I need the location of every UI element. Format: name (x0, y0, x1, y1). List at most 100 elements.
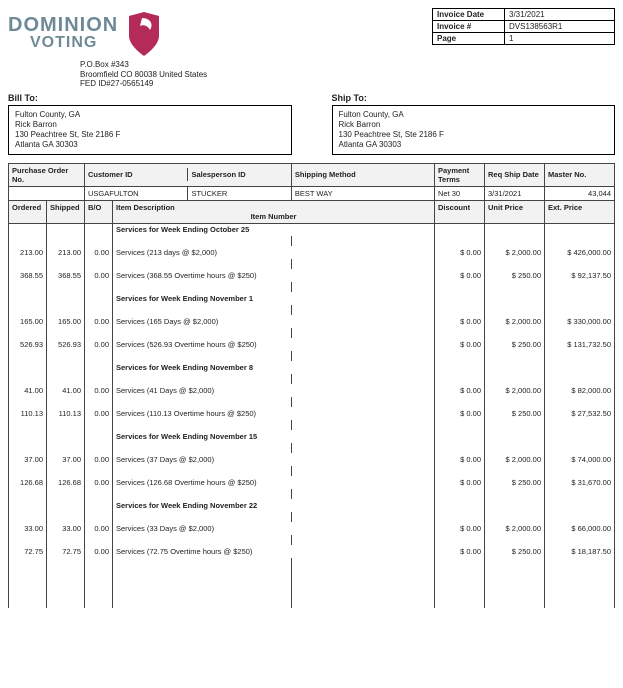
cell (291, 466, 434, 476)
cell-ext: $ 82,000.00 (545, 384, 615, 397)
cell (485, 282, 545, 292)
cell (113, 328, 292, 338)
line-item-row: 41.0041.000.00Services (41 Days @ $2,000… (9, 384, 615, 397)
cell (113, 282, 292, 292)
cell (113, 558, 292, 568)
cell-bo: 0.00 (85, 453, 113, 466)
cell (545, 558, 615, 568)
cell (435, 430, 485, 443)
cell (47, 223, 85, 236)
cell-ordered: 526.93 (9, 338, 47, 351)
cell (545, 443, 615, 453)
cell-ext: $ 31,670.00 (545, 476, 615, 489)
cell (435, 374, 485, 384)
cell (435, 466, 485, 476)
cell-ordered: 41.00 (9, 384, 47, 397)
cell (485, 466, 545, 476)
cell (435, 351, 485, 361)
cell (85, 351, 113, 361)
cell (485, 598, 545, 608)
cell (291, 374, 434, 384)
cell (545, 420, 615, 430)
cell (545, 282, 615, 292)
cell-discount: $ 0.00 (435, 315, 485, 328)
cell (85, 598, 113, 608)
cell (47, 328, 85, 338)
cell (485, 305, 545, 315)
invmeta-l1: Invoice # (433, 21, 505, 33)
company-address: P.O.Box #343 Broomfield CO 80038 United … (80, 60, 207, 89)
cell (435, 305, 485, 315)
cell (113, 351, 292, 361)
po-line2: Broomfield CO 80038 United States (80, 70, 207, 80)
cell (47, 374, 85, 384)
cell (85, 420, 113, 430)
cell (291, 512, 434, 522)
header: DOMINION VOTING P.O.Box #343 Broomfield … (8, 8, 615, 89)
cell-shipped: 213.00 (47, 246, 85, 259)
invmeta-v1: DVS138563R1 (505, 21, 615, 33)
cell-bo: 0.00 (85, 246, 113, 259)
bill-to-heading: Bill To: (8, 93, 292, 103)
cell-ordered: 165.00 (9, 315, 47, 328)
cell (435, 328, 485, 338)
cell (85, 568, 113, 578)
cell (47, 351, 85, 361)
cell-ordered: 368.55 (9, 269, 47, 282)
cell-bo: 0.00 (85, 384, 113, 397)
section-header-row: Services for Week Ending November 15 (9, 430, 615, 443)
cell-desc: Services (213 days @ $2,000) (113, 246, 435, 259)
invmeta-v2: 1 (505, 33, 615, 45)
hdr-row2: Ordered Shipped B/O Item Description Ite… (9, 200, 615, 223)
cell (9, 489, 47, 499)
cell-discount: $ 0.00 (435, 384, 485, 397)
cell (47, 397, 85, 407)
cell (485, 588, 545, 598)
cell (9, 512, 47, 522)
cell (485, 397, 545, 407)
cell (435, 578, 485, 588)
cell (9, 374, 47, 384)
cell-desc: Services (37 Days @ $2,000) (113, 453, 435, 466)
cell-ext: $ 330,000.00 (545, 315, 615, 328)
line-item-row: 213.00213.000.00Services (213 days @ $2,… (9, 246, 615, 259)
cell (435, 259, 485, 269)
cell (47, 598, 85, 608)
cell (545, 568, 615, 578)
cell (485, 328, 545, 338)
cell-shipped: 37.00 (47, 453, 85, 466)
cell (485, 489, 545, 499)
cell-ext: $ 18,187.50 (545, 545, 615, 558)
cell-ext: $ 426,000.00 (545, 246, 615, 259)
cell (9, 420, 47, 430)
cell (435, 489, 485, 499)
cell (435, 558, 485, 568)
hdr-master: Master No. (545, 163, 615, 186)
cell (291, 259, 434, 269)
cell (545, 598, 615, 608)
cell (291, 282, 434, 292)
cell (435, 499, 485, 512)
line-item-row: 165.00165.000.00Services (165 Days @ $2,… (9, 315, 615, 328)
cell (9, 430, 47, 443)
cell-unit: $ 250.00 (485, 269, 545, 282)
cell (485, 361, 545, 374)
cell (47, 443, 85, 453)
cell (85, 489, 113, 499)
cell (545, 259, 615, 269)
cell (9, 535, 47, 545)
cell-desc: Services (126.68 Overtime hours @ $250) (113, 476, 435, 489)
cell (291, 489, 434, 499)
cell (113, 374, 292, 384)
line-item-row: 72.7572.750.00Services (72.75 Overtime h… (9, 545, 615, 558)
cell (85, 466, 113, 476)
cell (9, 466, 47, 476)
cell-ordered: 37.00 (9, 453, 47, 466)
cell-ordered: 213.00 (9, 246, 47, 259)
line-item-row: 368.55368.550.00Services (368.55 Overtim… (9, 269, 615, 282)
cell (9, 223, 47, 236)
cell-shipped: 165.00 (47, 315, 85, 328)
val-cust: USGAFULTON (85, 187, 188, 200)
section-title: Services for Week Ending November 15 (113, 430, 435, 443)
cell (545, 361, 615, 374)
